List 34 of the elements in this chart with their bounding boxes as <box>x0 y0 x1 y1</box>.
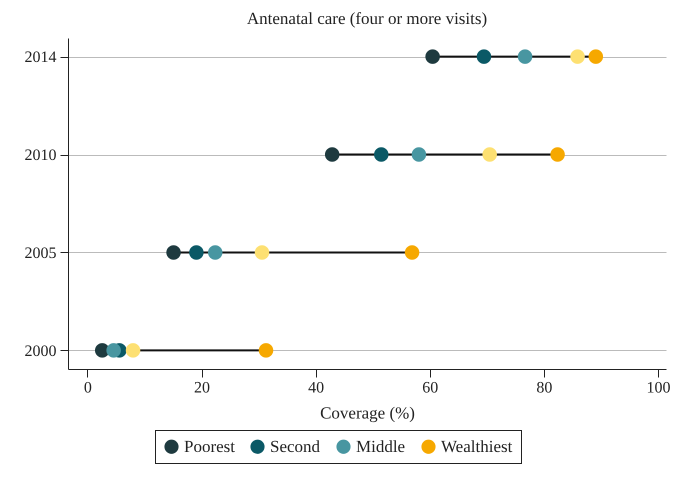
point <box>126 343 140 358</box>
point <box>374 147 389 162</box>
point <box>106 343 121 358</box>
point <box>324 147 340 162</box>
y-tick-label: 2010 <box>24 147 56 164</box>
point <box>550 147 565 162</box>
y-tick-label: 2005 <box>24 244 56 262</box>
point <box>166 245 181 260</box>
point <box>208 245 222 260</box>
chart-title: Antenatal care (four or more visits) <box>246 9 488 28</box>
legend-label: Wealthiest <box>441 436 513 456</box>
x-tick-label: 0 <box>84 380 92 396</box>
x-tick-label: 20 <box>194 380 210 396</box>
legend-label: Middle <box>356 436 406 456</box>
point <box>588 49 604 64</box>
x-tick-label: 60 <box>422 380 438 396</box>
point <box>570 49 585 64</box>
legend-label: Poorest <box>184 436 236 456</box>
x-tick-label: 40 <box>308 380 324 396</box>
point <box>482 147 497 162</box>
point <box>258 343 274 358</box>
x-tick-label: 100 <box>646 380 671 396</box>
point <box>412 147 426 162</box>
y-tick-label: 2000 <box>24 342 56 360</box>
x-axis-title: Coverage (%) <box>320 404 415 422</box>
legend-label: Second <box>270 436 321 456</box>
point <box>425 49 440 64</box>
x-tick-label: 80 <box>536 380 552 396</box>
y-tick-label: 2014 <box>24 49 56 66</box>
point <box>254 245 270 260</box>
point <box>404 245 420 260</box>
point <box>518 49 532 64</box>
point <box>476 49 492 64</box>
point <box>189 245 204 260</box>
